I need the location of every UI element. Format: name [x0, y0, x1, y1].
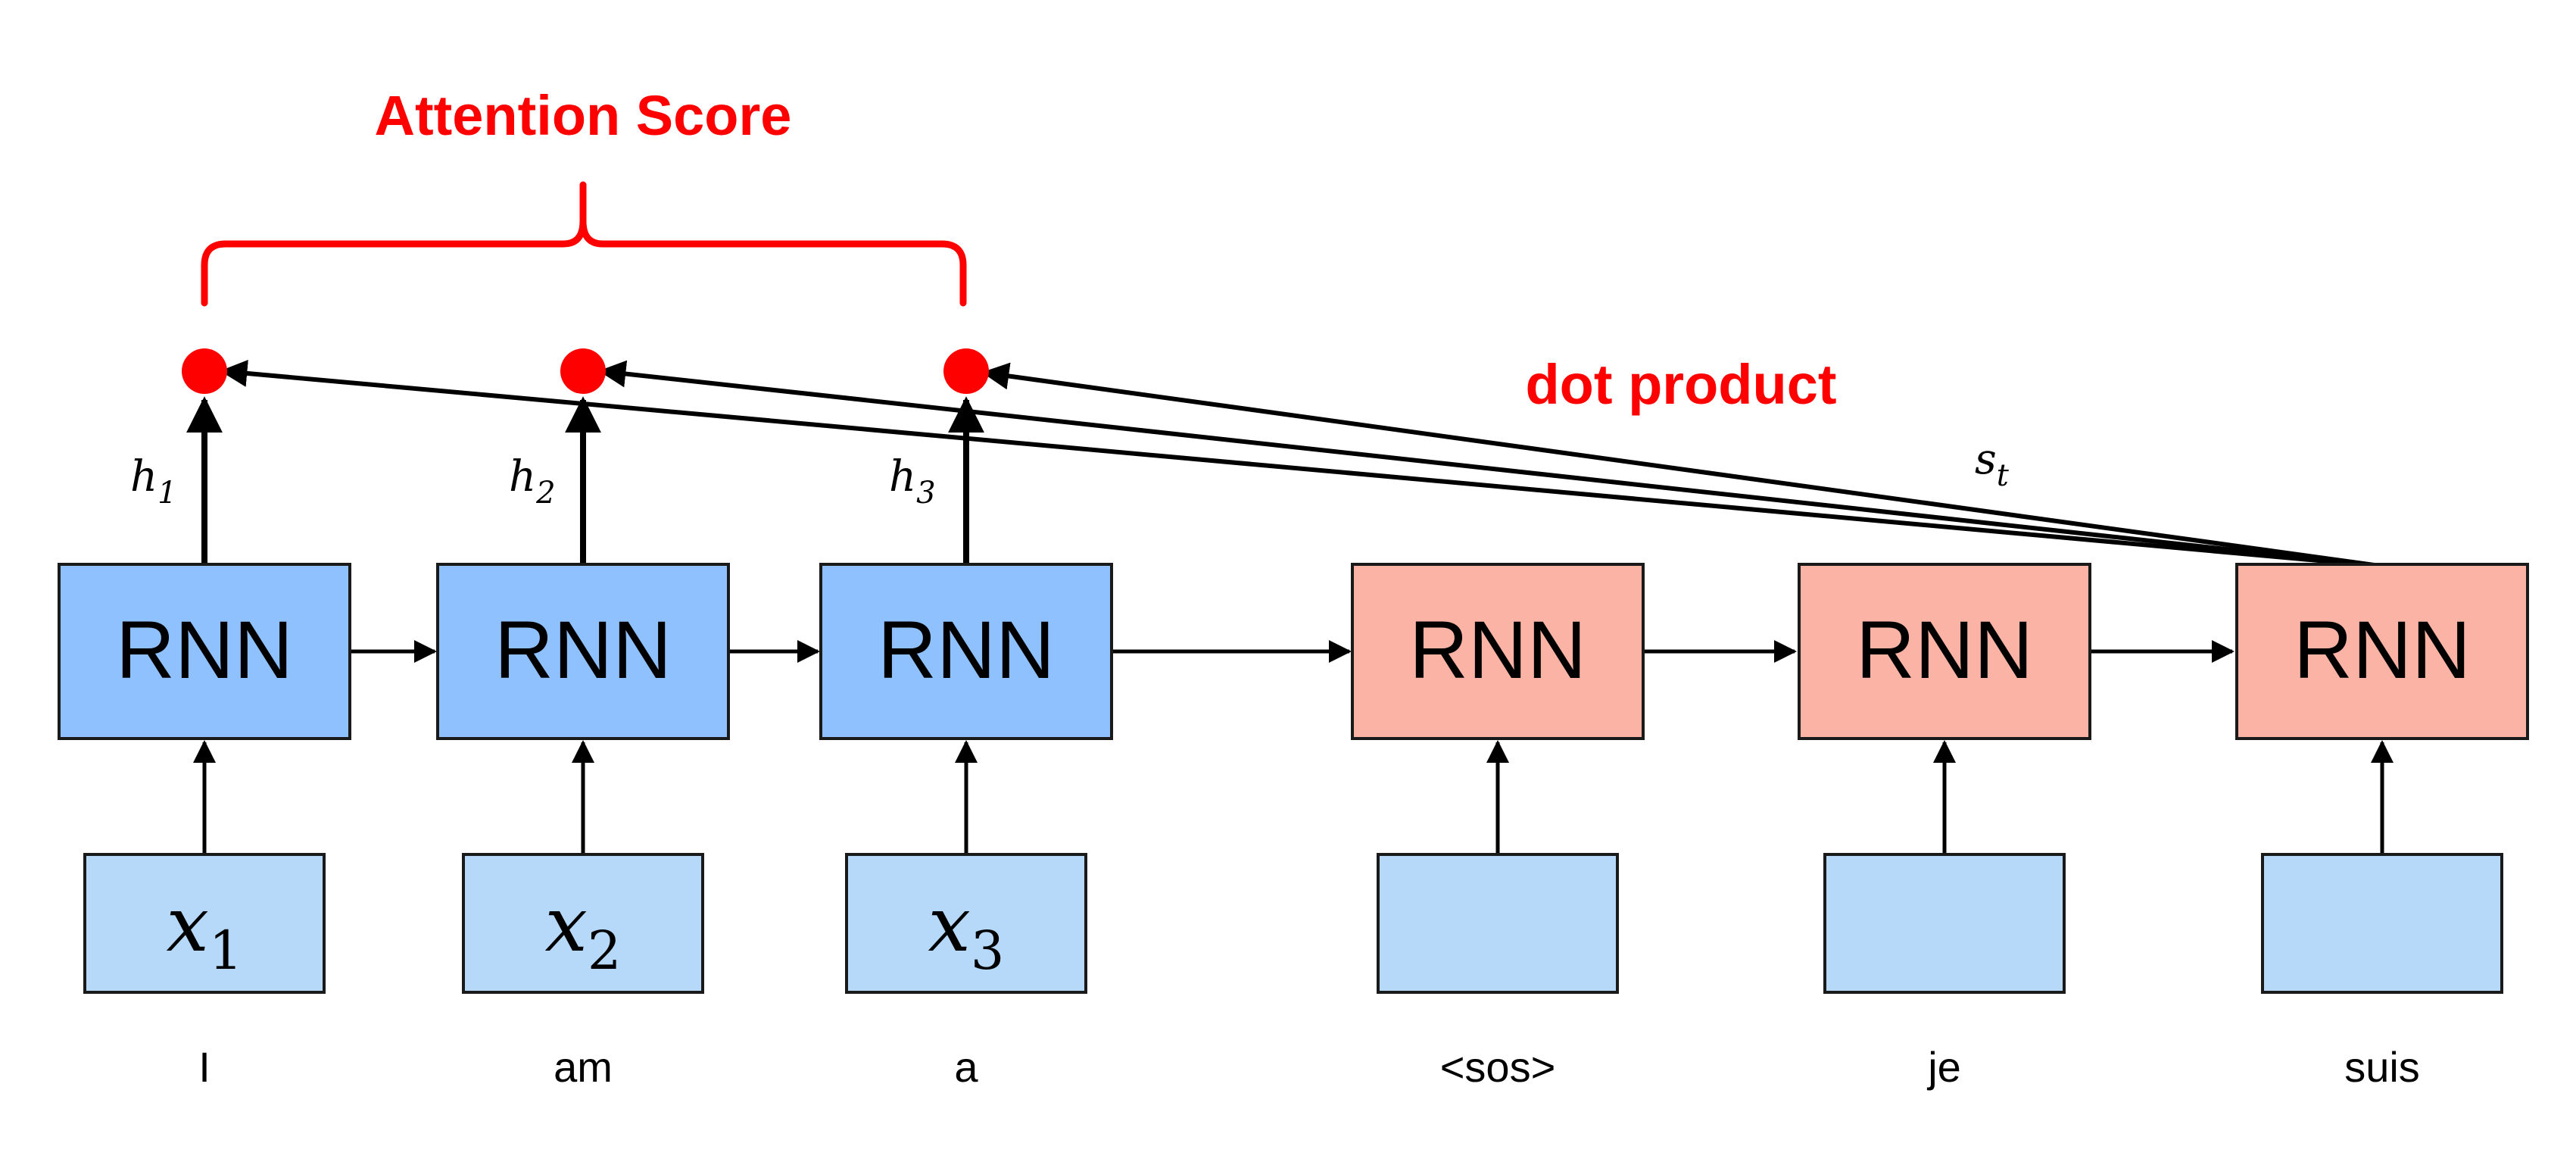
hidden-label-3: h3 — [889, 452, 936, 511]
hidden-label-1: h1 — [130, 452, 177, 511]
rnn-label: RNN — [1409, 604, 1586, 695]
attention-line-3 — [981, 362, 2386, 569]
word-label-4: <sos> — [1440, 1043, 1556, 1091]
decoder-cell-1: RNN — [1351, 563, 1645, 740]
rnn-label: RNN — [878, 604, 1055, 695]
attention-lines — [220, 359, 2386, 569]
word-label-1: I — [198, 1043, 211, 1091]
score-dot-2 — [560, 348, 606, 394]
hidden-arrows — [186, 396, 984, 564]
input-box-3: x3 — [845, 853, 1087, 994]
input-box-6 — [2261, 853, 2503, 994]
attention-score-brace — [201, 181, 967, 307]
score-dot-3 — [943, 348, 989, 394]
encoder-cell-1: RNN — [58, 563, 351, 740]
input-box-4 — [1377, 853, 1619, 994]
encoder-cell-2: RNN — [436, 563, 730, 740]
input-arrows — [193, 740, 2394, 854]
rnn-label: RNN — [116, 604, 293, 695]
word-label-6: suis — [2344, 1043, 2420, 1091]
encoder-cell-3: RNN — [819, 563, 1113, 740]
attention-score-title: Attention Score — [375, 84, 792, 147]
attention-line-2 — [598, 360, 2386, 569]
attention-line-1 — [220, 359, 2386, 569]
input-box-2: x2 — [462, 853, 704, 994]
word-label-5: je — [1926, 1043, 1961, 1091]
score-dot-1 — [182, 348, 227, 394]
decoder-cell-3: RNN — [2235, 563, 2529, 740]
rnn-label: RNN — [1856, 604, 2033, 695]
word-label-3: a — [954, 1043, 978, 1091]
input-box-1: x1 — [83, 853, 326, 994]
rnn-label: RNN — [2294, 604, 2471, 695]
input-box-5 — [1823, 853, 2066, 994]
hidden-label-2: h2 — [509, 452, 556, 511]
decoder-cell-2: RNN — [1798, 563, 2091, 740]
word-label-2: am — [554, 1043, 613, 1091]
input-symbol: x3 — [928, 880, 1005, 982]
decoder-state-label: st — [1975, 435, 2010, 493]
dot-product-label: dot product — [1525, 353, 1836, 416]
rnn-label: RNN — [494, 604, 672, 695]
input-symbol: x1 — [167, 880, 243, 982]
input-symbol: x2 — [545, 880, 622, 982]
